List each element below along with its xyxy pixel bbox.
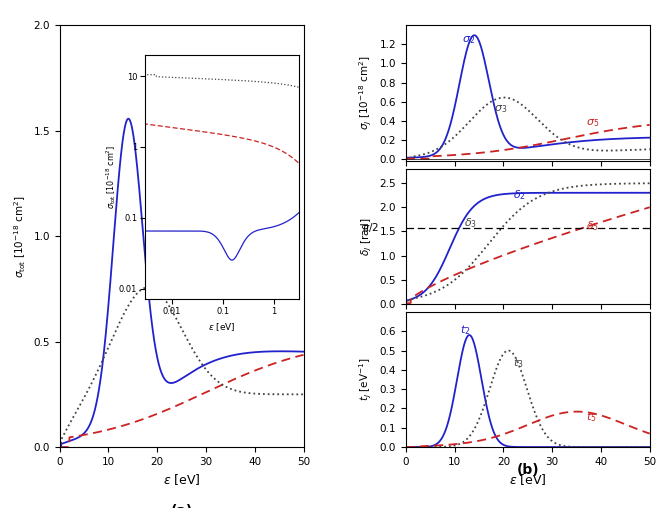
Text: $t_3$: $t_3$ [513, 356, 524, 370]
Y-axis label: $\sigma_\mathrm{tot}$ [$10^{-18}$ cm$^2$]: $\sigma_\mathrm{tot}$ [$10^{-18}$ cm$^2$… [12, 195, 28, 277]
Text: (b): (b) [516, 463, 539, 477]
Text: $\sigma_2$: $\sigma_2$ [462, 35, 475, 46]
Y-axis label: $t_J$ [eV$^{-1}$]: $t_J$ [eV$^{-1}$] [358, 358, 374, 401]
Text: $\delta_2$: $\delta_2$ [513, 188, 526, 202]
X-axis label: $\varepsilon$ [eV]: $\varepsilon$ [eV] [162, 472, 200, 487]
Text: $t_5$: $t_5$ [586, 410, 597, 424]
Text: $t_2$: $t_2$ [459, 323, 470, 337]
Text: $\delta_3$: $\delta_3$ [464, 216, 477, 230]
Y-axis label: $\delta_J$ [rad]: $\delta_J$ [rad] [359, 217, 374, 256]
X-axis label: $\varepsilon$ [eV]: $\varepsilon$ [eV] [509, 472, 547, 487]
Text: $\sigma_5$: $\sigma_5$ [586, 117, 599, 129]
Text: $\delta_5$: $\delta_5$ [586, 219, 599, 233]
Text: (a): (a) [170, 503, 193, 508]
Text: $\pi/2$: $\pi/2$ [362, 221, 379, 235]
Y-axis label: $\sigma_J$ [$10^{-18}$ cm$^2$]: $\sigma_J$ [$10^{-18}$ cm$^2$] [358, 56, 374, 131]
Text: $\sigma_3$: $\sigma_3$ [494, 103, 507, 115]
